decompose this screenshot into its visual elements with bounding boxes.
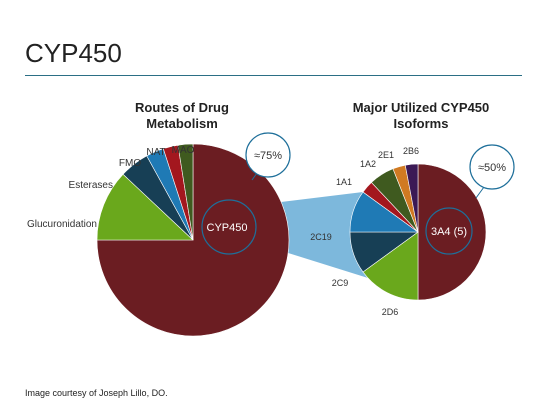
slice-label-2d6: 2D6 (382, 307, 399, 317)
slice-label-1a2: 1A2 (360, 159, 376, 169)
slice-label-2c19: 2C19 (310, 232, 332, 242)
callout-value-3a4: ≈50% (478, 162, 506, 174)
callout-ring-cyp450 (201, 199, 257, 255)
pie-connector-wedge (281, 192, 368, 278)
pie-slice-mao (177, 143, 194, 241)
chart-title-isoforms-line1: Major Utilized CYP450 (353, 100, 490, 115)
chart-title-routes-line1: Routes of Drug (135, 100, 229, 115)
callout-bubble-cyp450 (245, 132, 291, 178)
callout-ring-3a4 (425, 207, 473, 255)
slice-label-nat: NAT (146, 147, 165, 158)
pie-routes-of-metabolism (96, 143, 290, 337)
slice-label-2b6: 2B6 (403, 146, 419, 156)
slice-label-1a1: 1A1 (336, 177, 352, 187)
slice-label-2e1: 2E1 (378, 150, 394, 160)
pie-slice-2d6 (362, 231, 419, 301)
callout-bubble-3a4 (469, 144, 515, 190)
title-divider (25, 75, 522, 76)
slice-label-2c9: 2C9 (332, 278, 349, 288)
slice-label-cyp450: CYP450 (207, 222, 248, 234)
callout-value-cyp450: ≈75% (254, 150, 282, 162)
slide-title: CYP450 (25, 38, 122, 68)
pie-cyp450-isoforms (349, 163, 487, 301)
pie-slice-glucuronidation (96, 173, 194, 241)
chart-title-routes-line2: Metabolism (146, 116, 218, 131)
slice-label-3a4: 3A4 (5) (431, 226, 467, 238)
slice-label-mao: MAO (172, 145, 195, 156)
slice-label-esterases: Esterases (69, 180, 113, 191)
pie-slice-3a4-5 (417, 163, 487, 301)
callout-leader-3a4 (475, 186, 485, 199)
image-credit: Image courtesy of Joseph Lillo, DO. (25, 388, 168, 398)
pie-slice-2b6 (404, 163, 419, 233)
chart-title-isoforms-line2: Isoforms (394, 116, 449, 131)
slice-label-fmo: FMO (119, 158, 141, 169)
slice-label-glucuronidation: Glucuronidation (27, 219, 97, 230)
